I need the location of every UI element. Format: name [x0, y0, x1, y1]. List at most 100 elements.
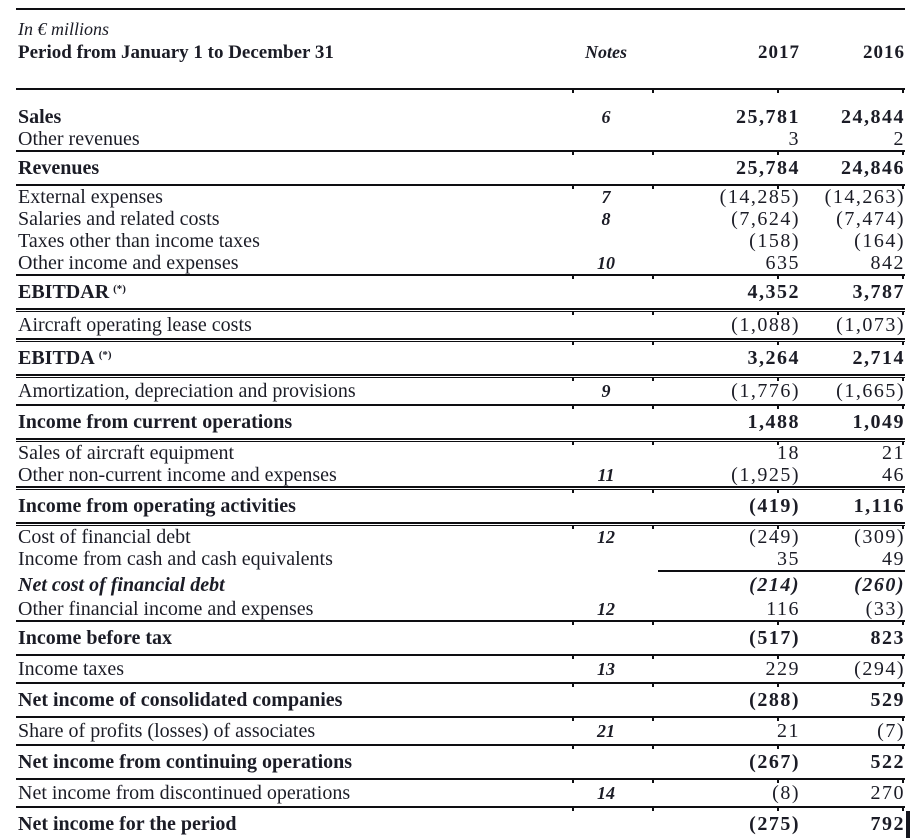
column-tick [777, 442, 779, 445]
column-tick [572, 656, 574, 659]
row-label: Income taxes [18, 658, 125, 680]
column-tick [572, 718, 574, 721]
row-value-2016: 3,787 [852, 281, 905, 303]
column-header-row: Period from January 1 to December 31 Not… [16, 42, 905, 88]
table-body: Sales 6 25,781 24,844 Other revenues 3 2… [16, 106, 910, 840]
table-row: Income from operating activities (419) 1… [16, 490, 905, 522]
column-header-2016: 2016 [863, 42, 905, 63]
column-tick [777, 152, 779, 155]
row-note: 7 [601, 187, 611, 207]
row-value-2016: 49 [882, 548, 905, 570]
row-note: 21 [597, 721, 615, 741]
row-value-2016: (7,474) [836, 208, 905, 230]
footnote-marker: (*) [113, 283, 126, 295]
table-row: Net income of consolidated companies (28… [16, 684, 905, 716]
row-value-2016: 522 [870, 751, 905, 773]
row-value-2017: (214) [749, 574, 800, 596]
column-tick [777, 622, 779, 625]
table-top-rule [16, 8, 905, 10]
column-tick [777, 186, 779, 189]
row-note: 12 [597, 527, 615, 547]
column-tick [652, 378, 654, 381]
table-row: Sales of aircraft equipment 18 21 [16, 442, 905, 464]
row-note: 12 [597, 599, 615, 619]
column-tick [777, 780, 779, 783]
column-tick [652, 780, 654, 783]
column-tick [652, 186, 654, 189]
row-note: 6 [601, 107, 611, 127]
row-label: EBITDA (*) [18, 347, 112, 369]
table-row: Income taxes 13 229 (294) [16, 656, 905, 682]
row-value-2017: (158) [749, 230, 800, 252]
row-value-2017: 3 [788, 128, 800, 150]
column-tick [777, 808, 779, 811]
column-tick [652, 342, 654, 345]
column-tick [902, 186, 904, 189]
column-tick [652, 312, 654, 315]
row-value-2017: 35 [777, 548, 800, 570]
row-value-2016: 823 [870, 627, 905, 649]
row-value-2017: 25,784 [736, 157, 800, 179]
row-value-2016: (260) [854, 574, 905, 596]
row-note: 10 [597, 253, 615, 273]
column-tick [902, 152, 904, 155]
row-value-2016: (1,073) [836, 314, 905, 336]
section-rule [16, 778, 905, 783]
column-tick [652, 684, 654, 687]
column-tick [652, 746, 654, 749]
row-value-2016: (294) [854, 658, 905, 680]
column-tick [902, 342, 904, 345]
row-note: 11 [597, 465, 615, 485]
column-tick [572, 526, 574, 529]
row-value-2016: 529 [870, 689, 905, 711]
column-tick [902, 90, 904, 93]
section-rule [16, 274, 905, 279]
row-value-2016: 842 [870, 252, 905, 274]
column-tick [902, 622, 904, 625]
section-rule [16, 404, 905, 409]
row-label: Sales [18, 106, 62, 128]
row-note: 9 [601, 381, 611, 401]
table-row: Net income from discontinued operations … [16, 780, 905, 806]
row-value-2016: 792 [800, 811, 910, 838]
row-label: Income before tax [18, 627, 173, 649]
row-value-2016: 2,714 [852, 347, 905, 369]
row-value-2017: (249) [749, 526, 800, 548]
column-tick [777, 342, 779, 345]
row-value-2016: 46 [882, 464, 905, 486]
unit-note: In € millions [18, 19, 110, 39]
section-rule [16, 806, 905, 811]
column-tick [572, 490, 574, 493]
row-label: Other income and expenses [18, 252, 239, 274]
text-cursor-artifact [906, 811, 910, 838]
row-value-2016: 24,844 [841, 106, 905, 128]
row-label: Revenues [18, 157, 100, 179]
row-label: Net cost of financial debt [18, 574, 225, 596]
column-tick [902, 442, 904, 445]
row-note: 8 [601, 209, 611, 229]
row-value-2017: 635 [765, 252, 800, 274]
column-tick [902, 526, 904, 529]
row-value-2016: (309) [854, 526, 905, 548]
column-tick [652, 152, 654, 155]
table-row: Cost of financial debt 12 (249) (309) [16, 526, 905, 548]
column-tick [652, 90, 654, 93]
row-value-2016: (33) [865, 598, 905, 620]
section-rule [16, 744, 905, 749]
column-tick [572, 90, 574, 93]
period-label: Period from January 1 to December 31 [18, 42, 334, 63]
column-tick [902, 378, 904, 381]
row-value-2017: (275) [749, 813, 800, 835]
column-tick [902, 490, 904, 493]
row-label: Share of profits (losses) of associates [18, 720, 316, 742]
section-rule [16, 184, 905, 189]
section-rule [16, 654, 905, 659]
row-value-2016: (1,665) [836, 380, 905, 402]
table-row: Income before tax (517) 823 [16, 622, 905, 654]
column-tick [902, 718, 904, 721]
column-tick [572, 406, 574, 409]
column-tick [902, 312, 904, 315]
column-tick [902, 808, 904, 811]
table-row: Other financial income and expenses 12 1… [16, 598, 905, 620]
row-value-2017: (7,624) [731, 208, 800, 230]
